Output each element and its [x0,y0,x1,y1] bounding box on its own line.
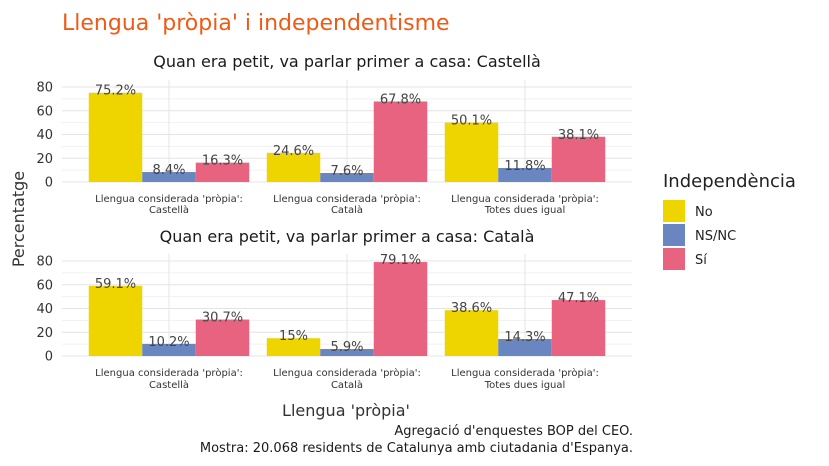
data-label: 8.4% [152,163,185,178]
data-label: 38.1% [558,128,599,143]
x-tick-label-line2: Totes dues igual [484,205,566,216]
data-label: 11.8% [504,159,545,174]
data-label: 30.7% [202,311,243,326]
legend-label: NS/NC [695,229,736,244]
facet-title: Quan era petit, va parlar primer a casa:… [160,227,535,246]
data-label: 47.1% [558,291,599,306]
y-tick-label: 80 [36,255,53,270]
data-label: 50.1% [451,114,492,129]
data-label: 15% [279,329,308,344]
x-axis-title: Llengua 'pròpia' [282,401,410,420]
legend-key-ns-nc [663,224,685,246]
bar-no [444,122,499,182]
bar-no [266,338,321,356]
bar-s- [373,262,428,356]
bar-s- [195,319,250,356]
x-tick-label-line2: Català [331,379,363,391]
data-label: 79.1% [380,253,421,268]
facet-panel-2: Quan era petit, va parlar primer a casa:… [36,227,632,391]
y-tick-label: 20 [36,326,53,341]
y-tick-label: 20 [36,152,53,167]
data-label: 24.6% [273,144,314,159]
caption-line-2: Mostra: 20.068 residents de Catalunya am… [200,441,633,456]
data-label: 7.6% [330,164,363,179]
data-label: 38.6% [451,301,492,316]
data-label: 16.3% [202,154,243,169]
legend-label: Sí [695,253,707,268]
legend: Independència No NS/NC Sí [663,171,796,270]
data-label: 67.8% [380,92,421,107]
bar-no [444,310,499,356]
x-tick-label-line1: Llengua considerada 'pròpia': [273,193,421,205]
data-label: 59.1% [95,277,136,292]
bar-s- [551,300,606,356]
y-axis-title: Percentatge [9,171,28,267]
facet-panel-1: Quan era petit, va parlar primer a casa:… [36,52,632,216]
y-tick-label: 60 [36,278,53,293]
bar-ns-nc [142,343,196,356]
bar-no [88,285,143,356]
x-tick-label-line2: Castellà [149,379,189,391]
legend-title: Independència [663,171,796,192]
x-tick-label-line1: Llengua considerada 'pròpia': [273,367,421,379]
facets: Quan era petit, va parlar primer a casa:… [36,52,632,391]
chart-title: Llengua 'pròpia' i independentisme [62,11,450,36]
bar-ns-nc [320,172,374,182]
bar-s- [551,136,606,182]
x-tick-label-line2: Totes dues igual [484,380,566,391]
bar-ns-nc [320,348,374,356]
bar-s- [195,162,250,182]
bar-ns-nc [498,339,552,356]
y-tick-label: 0 [45,176,53,191]
y-tick-label: 40 [36,128,53,143]
facet-title: Quan era petit, va parlar primer a casa:… [153,52,541,71]
caption-line-1: Agregació d'enquestes BOP del CEO. [394,424,633,439]
x-tick-label-line1: Llengua considerada 'pròpia': [451,193,599,205]
data-label: 75.2% [95,84,136,99]
x-tick-label-line2: Castellà [149,204,189,216]
bar-no [88,92,143,182]
legend-key-no [663,200,685,222]
bar-s- [373,101,428,182]
y-tick-label: 60 [36,104,53,119]
legend-key-s- [663,248,685,270]
y-tick-label: 80 [36,81,53,96]
y-tick-label: 40 [36,302,53,317]
bar-no [266,152,321,182]
x-tick-label-line1: Llengua considerada 'pròpia': [95,367,243,379]
bar-ns-nc [142,172,196,182]
data-label: 14.3% [504,330,545,345]
data-label: 5.9% [330,340,363,355]
data-label: 10.2% [148,335,189,350]
x-tick-label-line1: Llengua considerada 'pròpia': [451,367,599,379]
x-tick-label-line2: Català [331,204,363,216]
y-tick-label: 0 [45,350,53,365]
x-tick-label-line1: Llengua considerada 'pròpia': [95,193,243,205]
bar-ns-nc [498,167,552,182]
legend-label: No [695,205,713,220]
